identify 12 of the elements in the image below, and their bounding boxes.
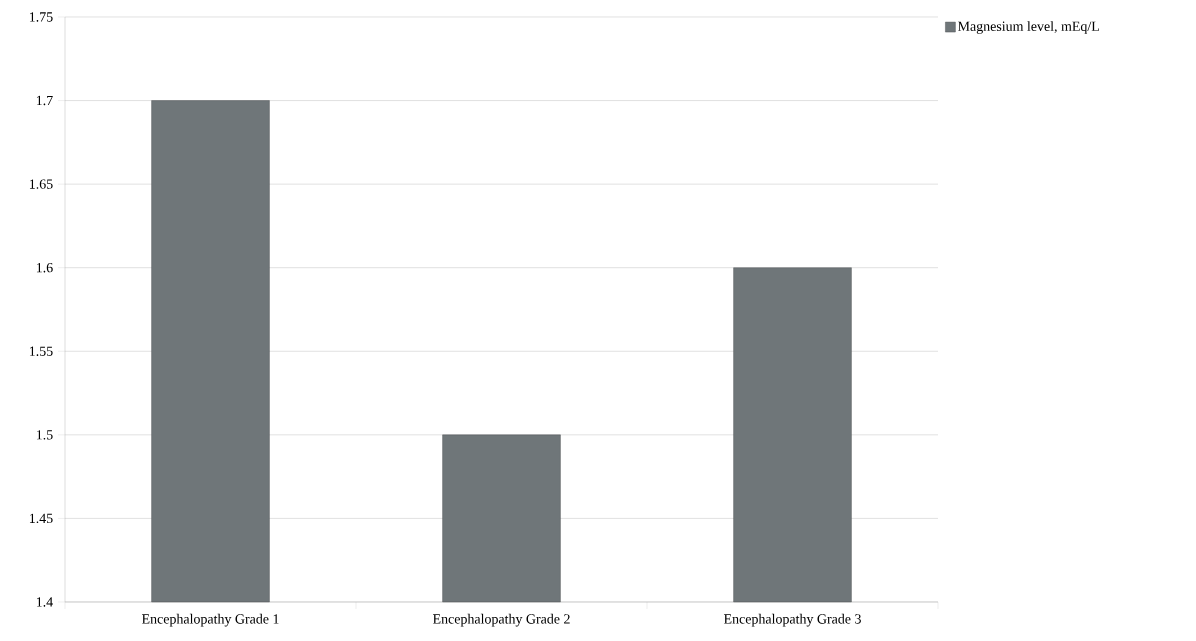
x-tick-label: Encephalopathy Grade 1 — [141, 613, 279, 627]
y-tick-label: 1.5 — [36, 430, 53, 440]
y-tick-label: 1.4 — [36, 597, 53, 607]
legend-label: Magnesium level, mEq/L — [958, 21, 1099, 34]
x-tick-label: Encephalopathy Grade 3 — [723, 613, 861, 627]
y-tick-label: 1.65 — [29, 179, 53, 189]
y-tick-label: 1.6 — [36, 262, 53, 273]
y-tick-label: 1.55 — [29, 346, 53, 356]
y-tick-label: 1.75 — [29, 12, 53, 22]
y-tick-label: 1.45 — [29, 513, 53, 524]
y-tick-label: 1.7 — [36, 95, 53, 106]
x-tick-label: Encephalopathy Grade 2 — [432, 613, 570, 627]
